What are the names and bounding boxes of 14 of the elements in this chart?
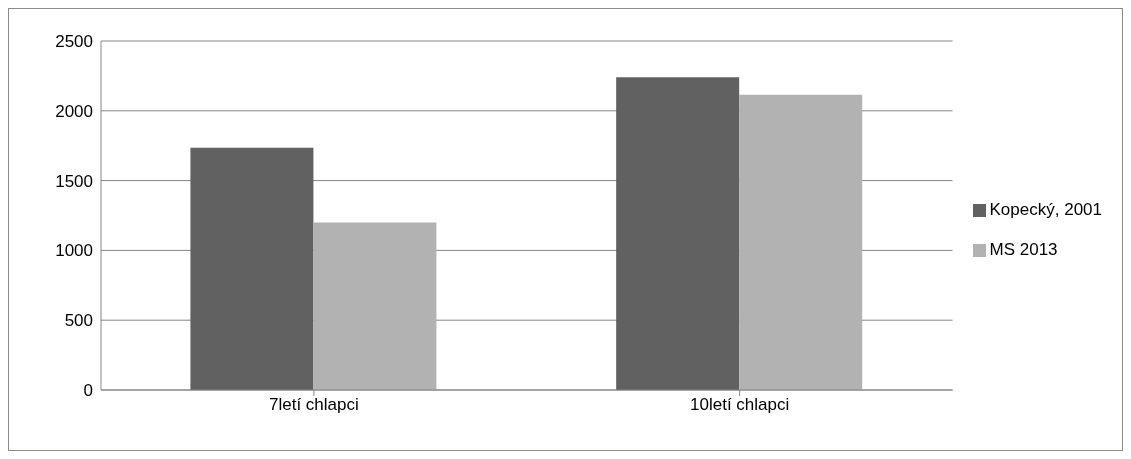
- x-tick-label: 10letí chlapci: [690, 395, 790, 415]
- legend-label: MS 2013: [989, 239, 1058, 259]
- y-tick-label: 1500: [55, 171, 93, 191]
- y-tick-label: 2000: [55, 101, 93, 121]
- bar: [313, 222, 437, 390]
- bar: [616, 77, 740, 390]
- y-tick-label: 0: [83, 381, 93, 401]
- bar: [190, 147, 314, 390]
- x-tick-label: 7letí chlapci: [268, 395, 359, 415]
- bar: [739, 94, 863, 390]
- y-tick-label: 1000: [55, 241, 93, 261]
- y-tick-label: 500: [64, 311, 93, 331]
- y-tick-label: 2500: [55, 32, 93, 52]
- legend-label: Kopecký, 2001: [989, 199, 1102, 219]
